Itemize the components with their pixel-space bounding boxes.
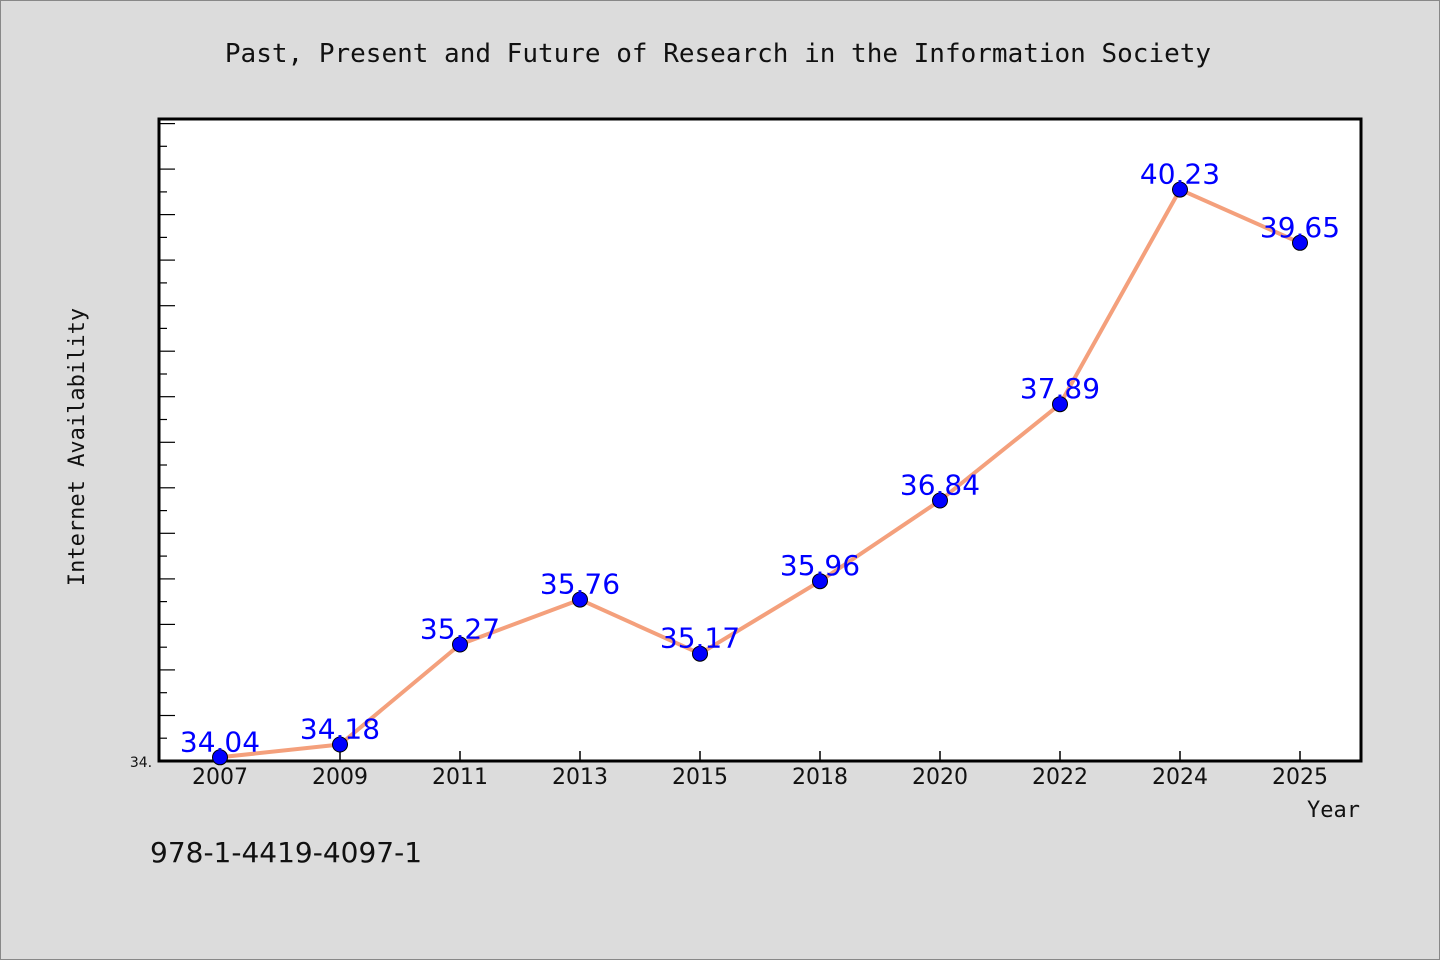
data-point (692, 645, 708, 662)
data-point (572, 591, 588, 608)
x-tick-label: 2013 (552, 765, 608, 790)
data-label: 34.04 (180, 725, 260, 758)
x-tick-label: 2009 (312, 765, 368, 790)
x-tick-label: 2011 (432, 765, 488, 790)
x-tick-label: 2015 (672, 765, 728, 790)
data-point (452, 636, 468, 653)
y-axis-label: Internet Availability (65, 308, 90, 586)
y-axis-ticks (159, 122, 175, 739)
data-label: 37.89 (1020, 372, 1100, 405)
data-point (332, 736, 348, 753)
isbn-text: 978-1-4419-4097-1 (150, 836, 422, 869)
series-line (218, 187, 1302, 760)
series-layer: 34.04 34.18 35.27 35.76 35.17 35.96 36.84 37.89… (180, 158, 1340, 766)
x-tick-label: 2020 (912, 765, 968, 790)
x-axis-label: Year (1307, 798, 1360, 823)
y-tick-label: 34. (130, 755, 152, 771)
data-label: 35.17 (660, 622, 740, 655)
x-tick-label: 2018 (792, 765, 848, 790)
data-label: 34.18 (300, 713, 380, 746)
data-label: 35.96 (780, 549, 860, 582)
data-label: 36.84 (900, 469, 980, 502)
data-label: 35.27 (420, 613, 500, 646)
x-tick-label: 2024 (1152, 765, 1208, 790)
data-label: 40.23 (1140, 158, 1220, 191)
x-tick-label: 2025 (1272, 765, 1328, 790)
data-point (932, 492, 948, 509)
x-tick-label: 2022 (1032, 765, 1088, 790)
data-point (812, 573, 828, 590)
data-point (1292, 234, 1308, 251)
data-label: 35.76 (540, 568, 620, 601)
x-tick-label: 2007 (192, 765, 248, 790)
chart-title: Past, Present and Future of Research in … (225, 39, 1211, 69)
plot-area (157, 117, 1363, 763)
data-point (1052, 396, 1068, 413)
x-tick-labels: 2007 2009 2011 2013 2015 2018 2020 2022 2024 2025 (192, 765, 1328, 790)
data-label: 39.65 (1260, 211, 1340, 244)
data-point (1172, 181, 1188, 198)
data-point (212, 749, 228, 766)
